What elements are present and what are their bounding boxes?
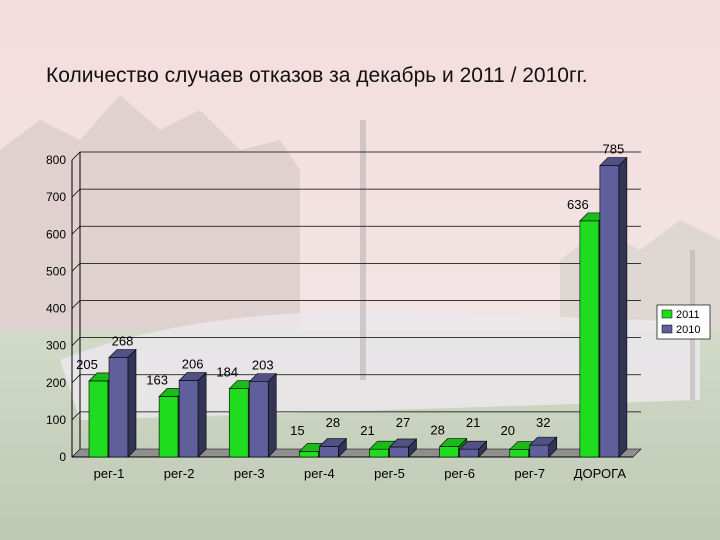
gridline-diag (71, 411, 81, 421)
bar-2010-1-top (108, 349, 137, 358)
bar-2010-6-front (459, 448, 479, 458)
gridline-diag (71, 263, 81, 272)
bar-2010-8-side (618, 156, 628, 458)
data-labels-layer: 205 268 рег-1 163 206 рег-2 184 203 рег-3 15 28 рег… (76, 142, 626, 481)
bar-2010-7 (529, 436, 558, 458)
bar-2010-7-front (529, 444, 550, 458)
data-label-2010-2: 206 (182, 357, 204, 372)
axis-layer: 0 100 200 300 400 500 600 700 800 (46, 152, 633, 464)
y-tick-label: 0 (59, 450, 66, 464)
bar-2010-3 (248, 372, 277, 458)
bar-2010-1-side (127, 348, 137, 458)
data-label-2011-3: 184 (216, 365, 238, 380)
bar-2011-6-front (439, 446, 459, 458)
gridline-diag (71, 151, 81, 161)
legend-swatch-2011 (661, 309, 673, 319)
bar-2010-8-top (599, 157, 628, 166)
x-tick-label: рег-4 (304, 466, 335, 481)
bars-layer (88, 156, 628, 458)
x-tick-label: рег-3 (234, 466, 265, 481)
y-tick-label: 300 (46, 339, 66, 353)
bar-2010-2 (178, 371, 207, 458)
bar-2010-8 (599, 156, 628, 458)
bar-2010-8-front (599, 165, 620, 458)
x-tick-label: рег-7 (514, 466, 545, 481)
data-label-2011-6: 28 (430, 423, 444, 438)
data-label-2011-7: 20 (501, 423, 515, 438)
legend-label-2011: 2011 (676, 309, 700, 321)
y-tick-label: 800 (46, 153, 66, 167)
bar-2010-1 (108, 348, 137, 458)
bar-2010-2-top (178, 372, 207, 381)
data-label-2010-4: 28 (326, 415, 340, 430)
bar-2011-7-front (509, 449, 530, 458)
bar-2010-6-top (458, 440, 488, 450)
data-label-2011-2: 163 (146, 372, 168, 387)
x-tick-label: рег-1 (94, 466, 125, 481)
bar-2010-7-top (529, 436, 558, 446)
data-label-2010-7: 32 (536, 415, 550, 430)
bar-2010-5 (388, 438, 418, 458)
x-tick-label: рег-2 (164, 466, 195, 481)
data-label-2011-8: 636 (567, 197, 589, 212)
y-tick-label: 100 (46, 413, 66, 427)
x-tick-label: рег-5 (374, 466, 405, 481)
bar-2011-5-front (369, 448, 389, 458)
bar-2010-5-front (389, 446, 409, 458)
bar-2010-3-top (248, 373, 277, 382)
gridline-diag (71, 337, 81, 346)
y-tick-label: 600 (46, 227, 66, 241)
data-label-2010-5: 27 (396, 415, 410, 430)
gridline-diag (71, 225, 81, 235)
bar-2011-4-front (299, 451, 319, 458)
bar-2011-8-front (579, 220, 600, 458)
legend-swatch-2010 (661, 324, 673, 334)
bar-2010-1-front (108, 357, 129, 458)
legend: 2011 2010 (656, 304, 711, 340)
y-tick-label: 400 (46, 302, 66, 316)
y-tick-label: 500 (46, 264, 66, 278)
bar-2010-4-top (318, 438, 348, 447)
y-tick-label: 200 (46, 376, 66, 390)
bar-2010-2-side (197, 371, 207, 458)
legend-label-2010: 2010 (676, 324, 700, 336)
bar-2010-4 (318, 437, 348, 458)
bar-2010-2-front (178, 380, 199, 458)
bar-2010-5-top (388, 438, 418, 448)
bar-2010-6 (458, 440, 488, 458)
gridline-diag (71, 188, 81, 198)
data-label-2010-6: 21 (466, 415, 480, 430)
bar-2011-6-top (438, 438, 468, 447)
chart-title: Количество случаев отказов за декабрь и … (46, 64, 588, 87)
data-label-2010-1: 268 (112, 334, 134, 349)
data-label-2011-1: 205 (76, 357, 98, 372)
data-label-2011-5: 21 (360, 423, 374, 438)
bar-2010-4-front (319, 446, 339, 458)
data-label-2010-8: 785 (603, 142, 625, 157)
bar-2011-2-front (158, 396, 179, 458)
bar-2010-3-front (248, 381, 269, 458)
data-label-2010-3: 203 (252, 358, 274, 373)
y-tick-label: 700 (46, 190, 66, 204)
gridline-diag (71, 374, 81, 384)
bar-2010-3-side (267, 372, 277, 458)
bar-2011-3-front (228, 388, 249, 458)
x-tick-label: ДОРОГА (574, 466, 627, 481)
grid-layer (71, 151, 642, 458)
bar-2011-1-front (88, 380, 109, 458)
x-tick-label: рег-6 (444, 466, 475, 481)
data-label-2011-4: 15 (290, 423, 304, 438)
gridline-diag (71, 300, 81, 309)
